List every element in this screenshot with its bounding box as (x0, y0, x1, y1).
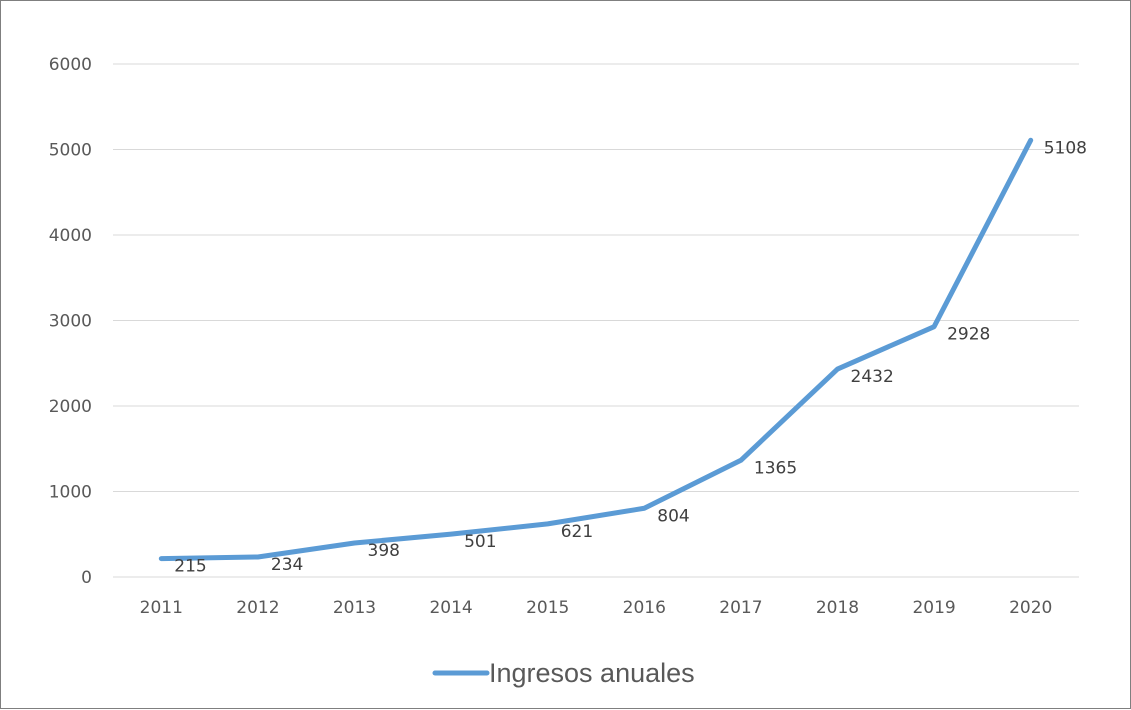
y-tick-label: 2000 (49, 397, 92, 417)
legend: Ingresos anuales (432, 658, 695, 688)
y-tick-label: 1000 (49, 483, 92, 503)
x-tick-label: 2016 (623, 598, 666, 618)
data-label: 501 (464, 532, 496, 552)
series-lines (158, 137, 1034, 562)
legend-label-ingresos-anuales: Ingresos anuales (489, 658, 695, 688)
y-axis-tick-labels: 0 1000 2000 3000 4000 5000 6000 (49, 55, 92, 588)
x-tick-label: 2012 (236, 598, 279, 618)
x-tick-label: 2019 (912, 598, 955, 618)
data-label: 234 (271, 555, 303, 575)
x-tick-label: 2014 (429, 598, 472, 618)
x-tick-label: 2018 (816, 598, 859, 618)
data-label: 5108 (1044, 138, 1087, 158)
x-tick-label: 2015 (526, 598, 569, 618)
x-tick-label: 2011 (140, 598, 183, 618)
data-labels: 215 234 398 501 621 804 1365 2432 2928 5108 (174, 138, 1087, 576)
data-label: 2432 (851, 367, 894, 387)
x-axis-tick-labels: 2011 2012 2013 2014 2015 2016 2017 2018 2019 2020 (140, 598, 1053, 618)
data-label: 2928 (947, 325, 990, 345)
data-label: 621 (561, 522, 593, 542)
data-label: 215 (174, 557, 206, 577)
y-tick-label: 3000 (49, 312, 92, 332)
data-label: 804 (657, 506, 689, 526)
data-label: 398 (368, 541, 400, 561)
data-label: 1365 (754, 458, 797, 478)
y-tick-label: 0 (81, 568, 92, 588)
y-tick-label: 4000 (49, 226, 92, 246)
gridlines (113, 63, 1079, 578)
series-line (158, 137, 1034, 562)
y-tick-label: 6000 (49, 55, 92, 75)
x-tick-label: 2013 (333, 598, 376, 618)
x-tick-label: 2017 (719, 598, 762, 618)
y-tick-label: 5000 (49, 141, 92, 161)
x-tick-label: 2020 (1009, 598, 1052, 618)
